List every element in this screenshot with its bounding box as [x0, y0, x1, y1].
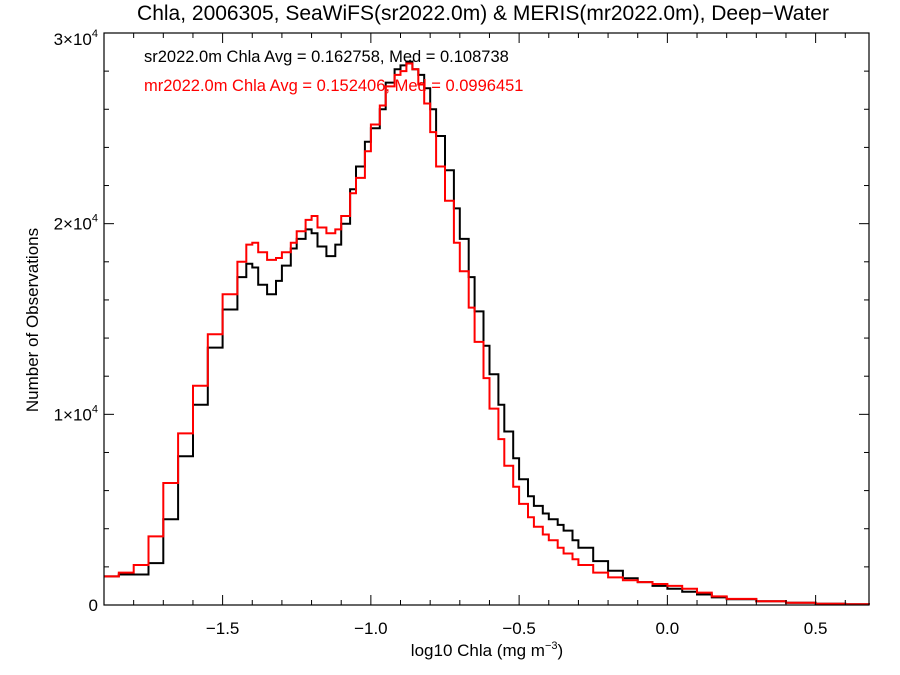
x-tick-label: 0.5	[804, 619, 828, 638]
plot-frame	[103, 32, 870, 606]
y-tick-label: 2×104	[54, 213, 98, 234]
chart-title: Chla, 2006305, SeaWiFS(sr2022.0m) & MERI…	[137, 2, 829, 25]
x-tick-label: 0.0	[656, 619, 680, 638]
stats-annotation-meris: mr2022.0m Chla Avg = 0.152406, Med = 0.0…	[144, 77, 523, 95]
y-tick-label: 3×104	[54, 28, 98, 49]
plot-area: −1.5 −1.0 −0.5 0.0 0.5 0 1×104 2×104 3×104	[54, 28, 870, 638]
x-tick-label: −1.0	[354, 619, 388, 638]
y-tick-label: 1×104	[54, 403, 98, 424]
x-tick-label: −1.5	[206, 619, 240, 638]
tick-layer: −1.5 −1.0 −0.5 0.0 0.5 0 1×104 2×104 3×104	[54, 28, 869, 638]
series-layer	[104, 60, 870, 606]
stats-annotation-seawifs: sr2022.0m Chla Avg = 0.162758, Med = 0.1…	[144, 48, 509, 66]
y-axis-label: Number of Observations	[23, 228, 42, 412]
series-line-0	[104, 60, 870, 606]
x-axis-label: log10 Chla (mg m−3)	[411, 640, 563, 660]
x-tick-label: −0.5	[502, 619, 536, 638]
series-line-1	[104, 62, 870, 606]
y-tick-label: 0	[89, 596, 98, 615]
